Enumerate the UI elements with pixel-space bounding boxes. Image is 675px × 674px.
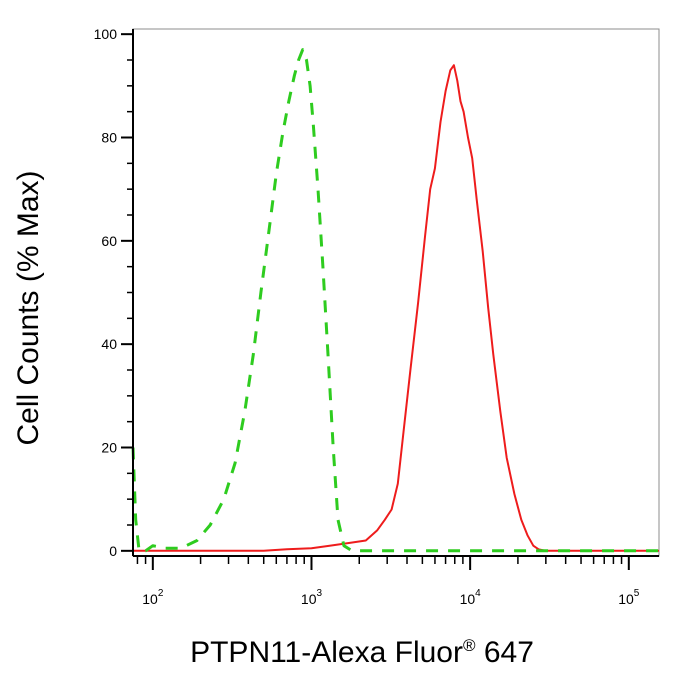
x-axis-title: PTPN11-Alexa Fluor® 647	[190, 636, 534, 669]
y-axis: 0 20 40 60 80 100	[94, 26, 134, 559]
y-tick-label: 60	[101, 233, 117, 249]
x-axis: 102 103 104 105	[133, 555, 659, 607]
series-layer	[131, 48, 659, 553]
y-tick-label: 80	[101, 130, 117, 146]
x-tick-label: 103	[301, 588, 323, 607]
y-tick-label: 40	[101, 336, 117, 352]
plot-area	[132, 28, 660, 557]
x-axis-title-tail: 647	[476, 636, 534, 669]
y-axis-title: Cell Counts (% Max)	[12, 170, 45, 445]
x-axis-title-mark: ®	[463, 636, 476, 655]
y-tick-label: 100	[94, 26, 118, 42]
y-tick-label: 20	[101, 440, 117, 456]
series-line-1	[133, 64, 659, 552]
series-line-2	[131, 48, 659, 553]
y-tick-label: 0	[109, 543, 117, 559]
x-tick-label: 105	[618, 588, 640, 607]
x-tick-label: 102	[142, 588, 164, 607]
x-tick-label: 104	[460, 588, 482, 607]
x-axis-title-main: PTPN11-Alexa Fluor	[190, 636, 463, 669]
